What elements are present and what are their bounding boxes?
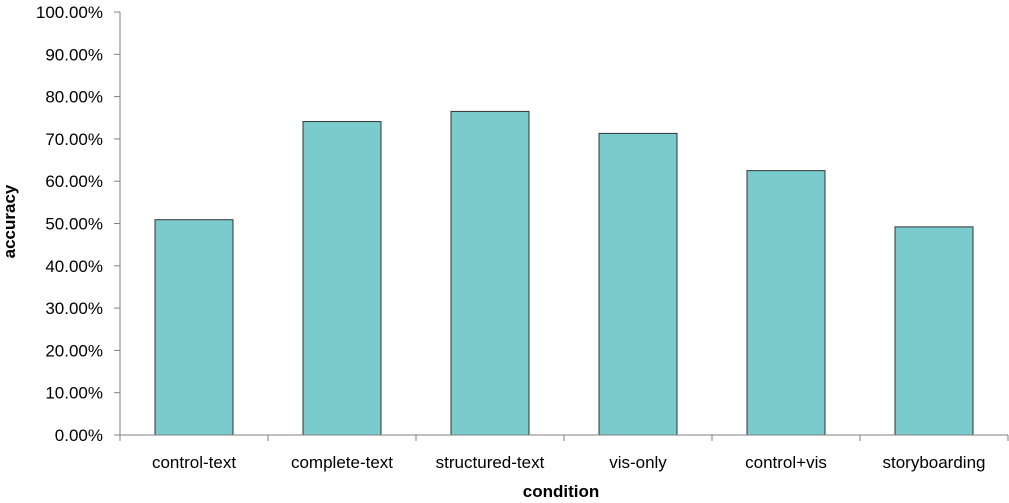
x-axis-title: condition (523, 482, 599, 501)
x-tick-label: control-text (152, 453, 236, 472)
axes-group (119, 12, 1008, 436)
y-tick-label: 50.00% (45, 215, 103, 234)
y-tick-label: 70.00% (45, 130, 103, 149)
bar-structured-text (450, 110, 530, 436)
bar-vis-only (598, 132, 678, 436)
y-axis-title: accuracy (0, 184, 19, 258)
y-tick-label: 60.00% (45, 172, 103, 191)
y-tick-label: 10.00% (45, 384, 103, 403)
y-tick-label: 20.00% (45, 341, 103, 360)
y-tick-label: 0.00% (55, 426, 103, 445)
x-tick-label: vis-only (609, 453, 667, 472)
y-tick-label: 90.00% (45, 45, 103, 64)
x-tick-label: structured-text (436, 453, 545, 472)
y-tick-label: 80.00% (45, 88, 103, 107)
x-ticks-group: control-text complete-text structured-text… (119, 435, 1009, 472)
bar-storyboarding (894, 226, 974, 436)
bars-group (154, 110, 974, 436)
y-ticks-group: 0.00% 10.00% 20.00% 30.00% 40.00% 50.00% 60.00… (36, 3, 120, 445)
bar-control-text (154, 219, 234, 436)
x-tick-label: storyboarding (882, 453, 985, 472)
bar-complete-text (302, 121, 382, 436)
y-tick-label: 30.00% (45, 299, 103, 318)
x-tick-label: complete-text (291, 453, 393, 472)
bar-control-vis (746, 170, 826, 436)
y-tick-label: 40.00% (45, 257, 103, 276)
x-tick-label: control+vis (745, 453, 827, 472)
y-tick-label: 100.00% (36, 3, 103, 22)
